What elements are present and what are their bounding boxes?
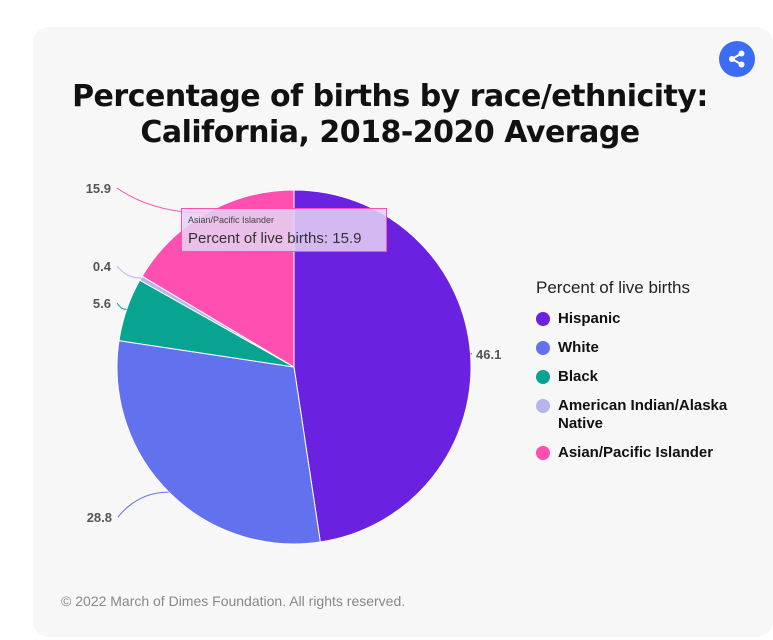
legend-item-asian-pacific-islander[interactable]: Asian/Pacific Islander (536, 444, 766, 462)
tooltip-category: Asian/Pacific Islander (188, 215, 275, 225)
pie-slice-white[interactable] (116, 340, 321, 545)
connector-american-indian (116, 265, 141, 279)
legend-label: Black (558, 368, 599, 385)
data-label-american-indian: 0.4 (93, 259, 112, 274)
share-icon (729, 50, 745, 68)
legend-swatch (536, 399, 550, 413)
pie-slice-hispanic[interactable] (293, 189, 472, 543)
legend-item-hispanic[interactable]: Hispanic (536, 310, 766, 328)
legend-item-black[interactable]: Black (536, 368, 766, 386)
tooltip-value: Percent of live births: 15.9 (188, 230, 362, 247)
chart-tooltip: Asian/Pacific Islander Percent of live b… (181, 208, 387, 252)
legend-title: Percent of live births (536, 278, 691, 297)
data-label-black: 5.6 (93, 296, 111, 311)
data-label-hispanic: 46.1 (476, 347, 501, 362)
chart-title-line-2: California, 2018-2020 Average (140, 115, 640, 150)
legend-label: Hispanic (558, 310, 621, 327)
connector-white (117, 491, 169, 518)
legend-label: Asian/Pacific Islander (558, 444, 714, 461)
legend-item-american-indian[interactable]: American Indian/Alaska Native (536, 397, 766, 433)
chart-title-line-1: Percentage of births by race/ethnicity: (72, 79, 708, 114)
legend-label: American Indian/Alaska Native (558, 397, 728, 432)
legend-item-white[interactable]: White (536, 339, 766, 357)
legend-swatch (536, 312, 550, 326)
legend-swatch (536, 341, 550, 355)
legend-label: White (558, 339, 599, 356)
connector-black (116, 302, 127, 310)
data-label-asian-pacific-islander: 15.9 (86, 181, 111, 196)
data-label-white: 28.8 (87, 510, 112, 525)
legend: Percent of live births Hispanic White Bl… (536, 278, 766, 473)
legend-swatch (536, 370, 550, 384)
copyright-text: © 2022 March of Dimes Foundation. All ri… (61, 593, 406, 609)
share-button[interactable] (719, 41, 755, 77)
legend-swatch (536, 446, 550, 460)
